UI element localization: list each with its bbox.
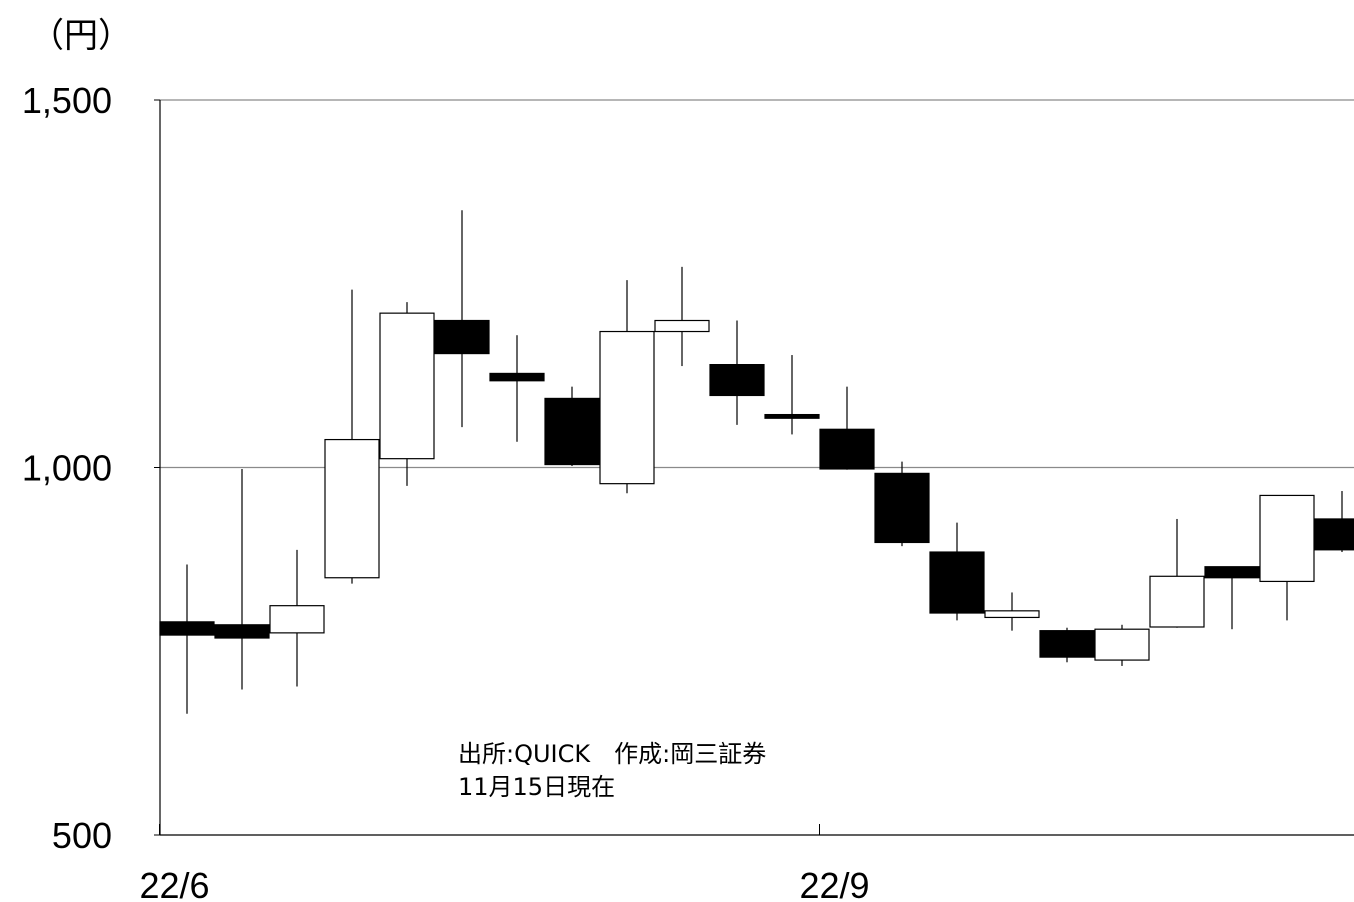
candle (1094, 624, 1150, 666)
candle-body-up (1149, 575, 1205, 628)
candle-body-down (1039, 630, 1095, 658)
candle-body-down (874, 472, 930, 544)
candle (159, 564, 215, 714)
y-tick-label: 1,500 (22, 80, 112, 121)
candle (1149, 518, 1205, 628)
y-tick-label: 500 (52, 815, 112, 856)
y-tick-label: 1,000 (22, 448, 112, 489)
candle-body-down (709, 364, 765, 397)
candle (544, 386, 600, 467)
candle (764, 355, 820, 435)
candle-body-down (214, 624, 270, 639)
candle-body-up (269, 605, 325, 634)
candle-body-down (929, 551, 985, 614)
candle (379, 302, 435, 486)
candle-body-up (379, 312, 435, 460)
y-axis-unit-label: （円） (30, 16, 132, 56)
candle (214, 468, 270, 690)
candle (269, 549, 325, 687)
candle (324, 289, 380, 584)
candle (929, 522, 985, 621)
source-note-block: 出所:QUICK 作成:岡三証券 11月15日現在 (458, 738, 766, 804)
source-note: 出所:QUICK 作成:岡三証券 (458, 740, 767, 768)
candle-body-up (1259, 494, 1315, 583)
tick-labels-layer: 1,500 1,000 500 22/6 22/9 (22, 80, 870, 902)
candles-layer (159, 210, 1354, 714)
candle (599, 280, 655, 494)
grid-layer (160, 99, 1354, 469)
candle (709, 320, 765, 425)
candle-body-down (489, 372, 545, 382)
candle (1314, 491, 1354, 553)
candle-body-down (1314, 518, 1354, 551)
candle-body-down (159, 621, 215, 636)
candle (654, 266, 710, 367)
candle-body-up (1094, 628, 1150, 661)
candle (1259, 494, 1315, 621)
x-tick-label: 22/9 (799, 865, 869, 902)
candle-body-up (654, 319, 710, 333)
candle-body-down (544, 397, 600, 466)
candle (874, 461, 930, 547)
candle-body-up (599, 330, 655, 485)
candle-body-up (984, 610, 1040, 619)
candle-body-down (819, 428, 875, 470)
candle (1204, 566, 1260, 630)
candle-body-up (324, 438, 380, 579)
candle-body-down (434, 319, 490, 355)
candle (1039, 627, 1095, 663)
candle (984, 592, 1040, 631)
candle (489, 335, 545, 442)
candle-body-down (764, 413, 820, 419)
axes-layer (154, 99, 1354, 836)
date-note: 11月15日現在 (458, 773, 616, 801)
candle (819, 386, 875, 470)
candle (434, 210, 490, 428)
candle-body-down (1204, 566, 1260, 579)
x-tick-label: 22/6 (139, 865, 209, 902)
